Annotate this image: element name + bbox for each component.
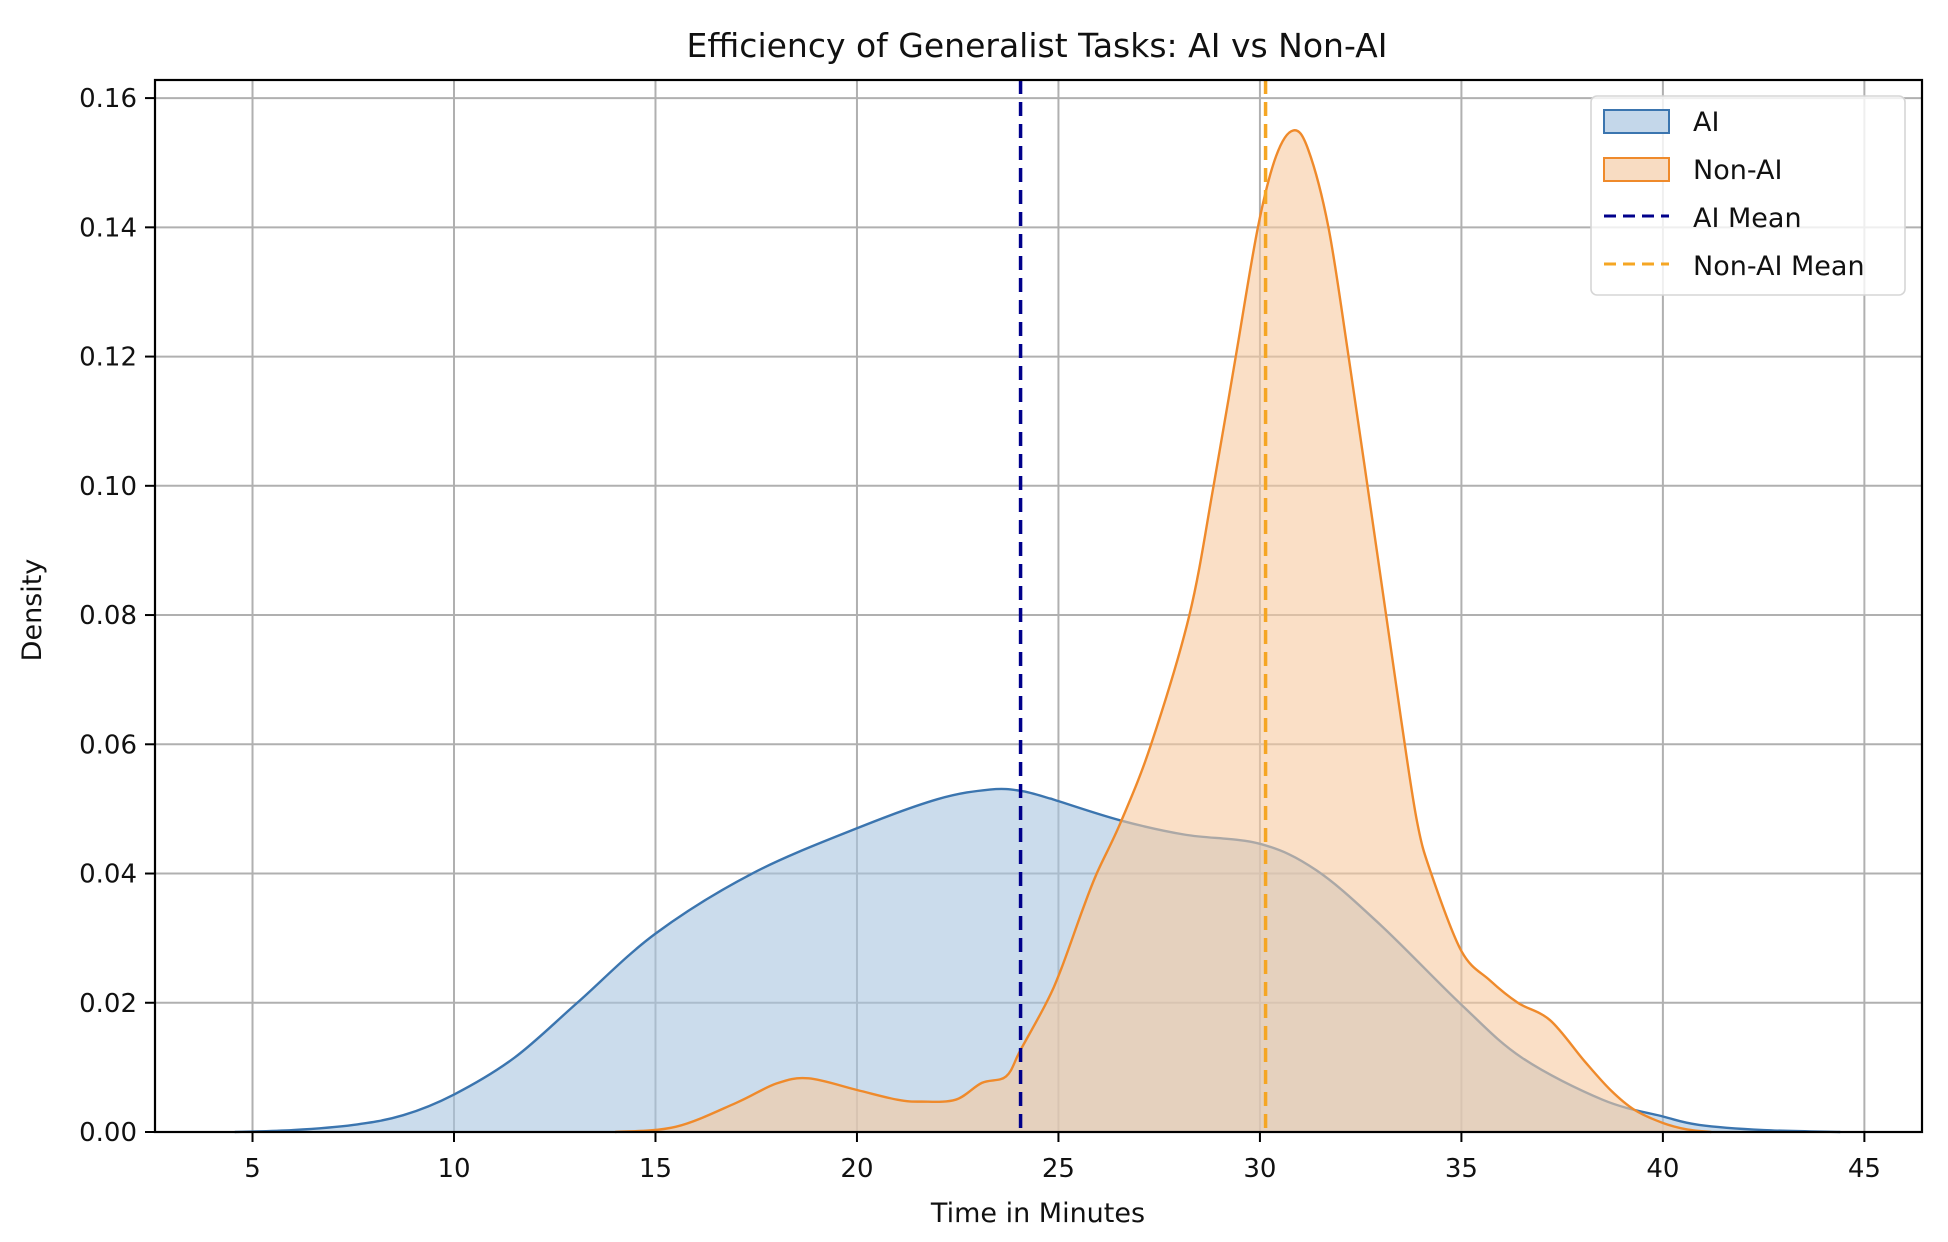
- ai-patch-icon: [1603, 109, 1670, 134]
- legend-box: [1590, 95, 1906, 296]
- y-tick-label: 0.04: [79, 860, 137, 890]
- x-tick-label: 25: [1042, 1154, 1075, 1184]
- y-tick-label: 0.16: [79, 84, 137, 114]
- y-tick-label: 0.06: [79, 730, 137, 760]
- y-tick-label: 0.10: [79, 472, 137, 502]
- x-tick-label: 15: [639, 1154, 672, 1184]
- legend-item-ai: AI: [1603, 107, 1719, 138]
- legend-item-ai-mean: AI Mean: [1604, 203, 1802, 234]
- legend-label-non-ai-mean: Non-AI Mean: [1693, 251, 1865, 282]
- y-tick-label: 0.12: [79, 343, 137, 373]
- chart-title: Efficiency of Generalist Tasks: AI vs No…: [687, 26, 1388, 65]
- non-ai-density-line: [615, 129, 1712, 1134]
- y-tick-label: 0.02: [79, 989, 137, 1019]
- non-ai-density-fill: [615, 130, 1712, 1133]
- x-tick-label: 35: [1445, 1154, 1478, 1184]
- axes-frame: [153, 78, 1924, 1134]
- x-tick-label: 45: [1848, 1154, 1881, 1184]
- legend-item-non-ai-mean: Non-AI Mean: [1604, 251, 1865, 282]
- y-axis-label: Density: [17, 559, 48, 662]
- legend: AI Non-AI AI Mean Non-AI Mean: [1590, 95, 1906, 296]
- x-axis-label: Time in Minutes: [930, 1198, 1145, 1229]
- x-tick-label: 5: [244, 1154, 261, 1184]
- density-series: [234, 129, 1841, 1134]
- non-ai-patch-icon: [1603, 157, 1670, 182]
- y-axis-ticks: 0.00 0.02 0.04 0.06 0.08 0.10 0.12 0.14 0.16: [79, 84, 155, 1148]
- x-tick-label: 20: [840, 1154, 873, 1184]
- legend-item-non-ai: Non-AI: [1603, 155, 1782, 186]
- x-tick-label: 10: [437, 1154, 470, 1184]
- x-tick-label: 40: [1646, 1154, 1679, 1184]
- y-tick-label: 0.14: [79, 213, 137, 243]
- x-axis-ticks: 5 10 15 20 25 30 35 40 45: [244, 1132, 1881, 1184]
- y-tick-label: 0.00: [79, 1118, 137, 1148]
- legend-label-non-ai: Non-AI: [1693, 155, 1782, 186]
- y-tick-label: 0.08: [79, 601, 137, 631]
- legend-label-ai: AI: [1693, 107, 1719, 138]
- x-tick-label: 30: [1243, 1154, 1276, 1184]
- legend-label-ai-mean: AI Mean: [1693, 203, 1802, 234]
